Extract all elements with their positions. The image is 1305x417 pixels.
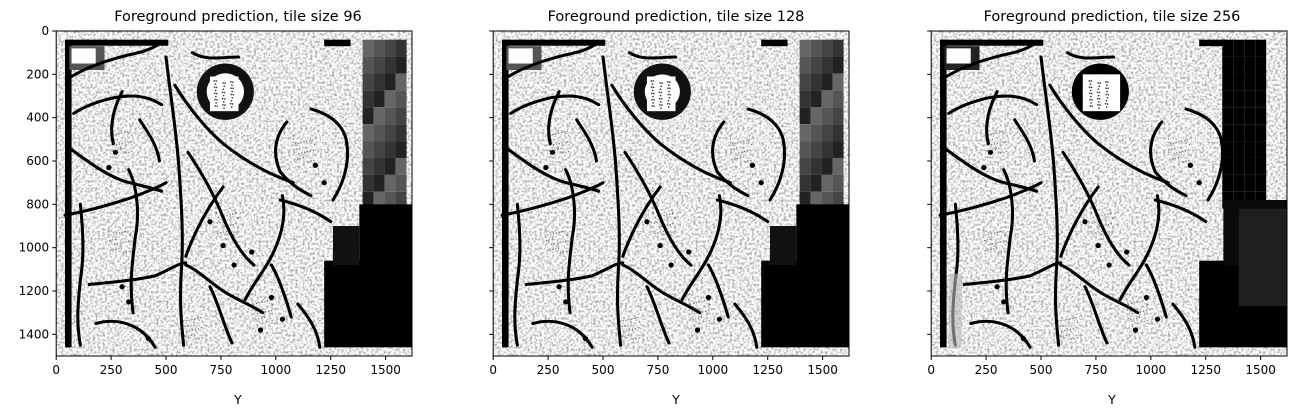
x-tick-label: 1500 [807,363,838,377]
subplot-title: Foreground prediction, tile size 96 [114,9,362,25]
y-tick-label: 1400 [19,327,50,341]
subplot-title: Foreground prediction, tile size 128 [548,9,805,25]
x-tick-label: 0 [52,363,60,377]
y-tick-label: 1200 [19,284,50,298]
x-tick-label: 1250 [1190,363,1221,377]
x-tick-label: 1000 [261,363,292,377]
x-tick-label: 750 [646,363,669,377]
x-axis: 0 250 500 750 1000 1250 1500 [489,356,838,377]
heatmap-image [931,31,1288,357]
y-tick-label: 1000 [19,241,50,255]
y-tick-label: 0 [42,24,50,38]
x-tick-label: 500 [155,363,178,377]
plot-area [492,30,850,357]
x-tick-label: 0 [927,363,935,377]
x-axis: 0 250 500 750 1000 1250 1500 [52,356,401,377]
x-axis-label: Y [671,392,680,407]
y-tick-label: 400 [26,111,49,125]
x-axis-label: Y [233,392,242,407]
x-tick-label: 0 [489,363,497,377]
subplot-tile-128: Foreground prediction, tile size 128 0 25… [489,9,850,407]
x-tick-label: 1250 [315,363,346,377]
x-tick-label: 1500 [1245,363,1276,377]
heatmap-image [493,31,850,357]
y-tick-label: 800 [26,197,49,211]
x-tick-label: 1000 [1136,363,1167,377]
x-tick-label: 250 [975,363,998,377]
x-tick-label: 1000 [698,363,729,377]
y-axis [489,30,494,335]
y-tick-label: 200 [26,67,49,81]
x-tick-label: 250 [537,363,560,377]
y-axis [927,30,932,335]
subplot-tile-96: Foreground prediction, tile size 96 0 250… [19,9,413,407]
x-tick-label: 1250 [752,363,783,377]
heatmap-image [56,31,413,357]
plot-area [55,30,413,357]
x-axis-label: Y [1107,392,1116,407]
x-tick-label: 500 [592,363,615,377]
plot-area [930,30,1288,357]
x-tick-label: 1500 [370,363,401,377]
x-tick-label: 750 [1084,363,1107,377]
y-tick-label: 600 [26,154,49,168]
x-axis: 0 250 500 750 1000 1250 1500 [927,356,1276,377]
subplot-title: Foreground prediction, tile size 256 [984,9,1241,25]
y-axis: 0 200 400 600 800 1000 1200 1400 [19,24,57,341]
x-tick-label: 250 [100,363,123,377]
subplot-tile-256: Foreground prediction, tile size 256 0 25… [927,9,1288,407]
x-tick-label: 750 [209,363,232,377]
x-tick-label: 500 [1030,363,1053,377]
